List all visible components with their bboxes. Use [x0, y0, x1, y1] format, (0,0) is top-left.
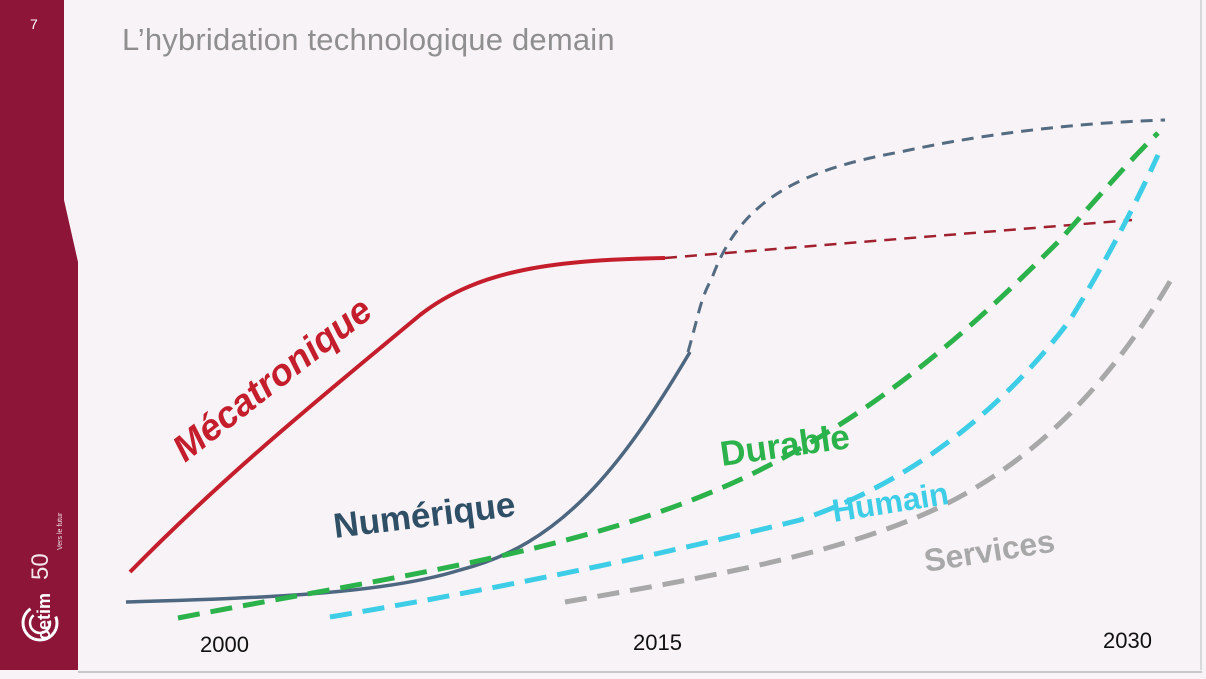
label-services: Services	[921, 523, 1057, 579]
slide-border-right	[1200, 0, 1202, 670]
label-mecatronique: Mécatronique	[165, 289, 380, 469]
curve-humain	[329, 153, 1161, 620]
slide-border-bottom	[78, 671, 1202, 673]
curve-numerique-future	[686, 118, 1166, 353]
curve-services	[564, 276, 1175, 605]
label-humain: Humain	[829, 475, 951, 529]
slide-title: L’hybridation technologique demain	[122, 22, 615, 57]
x-tick-2000: 2000	[200, 632, 249, 657]
sidebar-panel	[0, 0, 78, 670]
sidebar: cetim 50 Vers le futur	[0, 0, 78, 670]
label-durable: Durable	[718, 417, 852, 474]
curve-numerique	[125, 351, 692, 604]
x-tick-2015: 2015	[633, 630, 682, 655]
label-numerique: Numérique	[331, 485, 517, 546]
cetim-logo	[21, 604, 59, 642]
curve-mecatronique	[128, 256, 666, 574]
brand-anniversary: 50	[27, 553, 54, 580]
curve-mecatronique-future	[664, 218, 1133, 260]
slide-number: 7	[30, 16, 38, 32]
brand-tagline: Vers le futur	[57, 512, 64, 550]
x-tick-2030: 2030	[1103, 628, 1152, 653]
brand-logo-text: cetim	[34, 593, 54, 640]
curve-durable	[177, 131, 1160, 621]
